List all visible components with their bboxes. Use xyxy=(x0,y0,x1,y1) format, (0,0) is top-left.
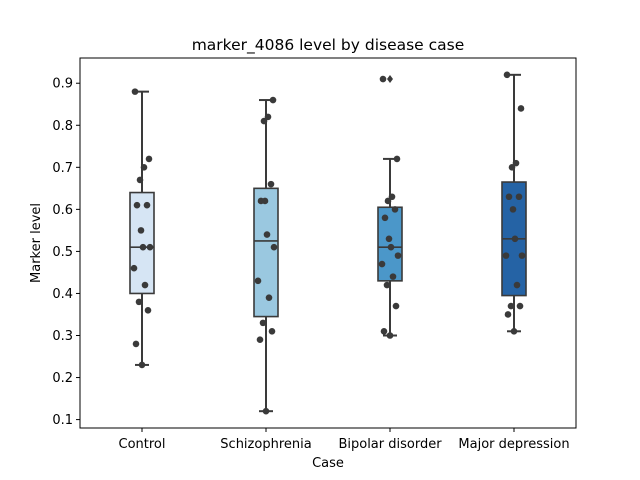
data-point xyxy=(391,206,399,213)
data-point xyxy=(516,302,524,310)
data-point xyxy=(504,311,512,318)
data-point xyxy=(378,260,386,268)
data-point xyxy=(383,281,391,289)
data-point xyxy=(139,243,147,251)
y-axis-label: Marker level xyxy=(29,203,44,283)
data-point xyxy=(263,231,271,238)
box xyxy=(253,187,279,318)
data-point xyxy=(267,180,275,188)
data-point xyxy=(393,155,401,163)
boxes-layer xyxy=(129,73,527,413)
data-point xyxy=(145,155,153,163)
y-tick-label: 0.3 xyxy=(52,329,73,344)
data-point xyxy=(133,201,141,209)
y-tick-label: 0.9 xyxy=(52,77,73,92)
data-point xyxy=(141,281,149,289)
x-axis: Control Schizophrenia Bipolar disorder Majo… xyxy=(119,428,570,452)
data-point xyxy=(387,243,395,251)
y-axis: 0.1 0.2 0.3 0.4 0.5 0.6 0.7 0.8 0.9 xyxy=(52,77,80,428)
data-point xyxy=(384,197,392,205)
data-point xyxy=(507,302,515,310)
data-point xyxy=(254,277,262,285)
data-point xyxy=(386,332,394,339)
data-point xyxy=(509,206,517,213)
data-point xyxy=(146,243,154,251)
data-point xyxy=(144,306,152,314)
x-tick-label: Control xyxy=(119,437,166,452)
box-group xyxy=(501,73,527,333)
data-point xyxy=(503,71,511,79)
data-point xyxy=(256,336,264,344)
y-tick-label: 0.8 xyxy=(52,119,73,134)
data-point xyxy=(505,193,513,201)
data-point xyxy=(510,327,518,335)
box-group xyxy=(377,75,403,337)
y-tick-label: 0.6 xyxy=(52,203,73,218)
data-point xyxy=(268,327,276,335)
data-point xyxy=(269,96,277,104)
box xyxy=(129,191,155,295)
data-point xyxy=(130,264,138,272)
data-point xyxy=(379,75,387,83)
data-point xyxy=(518,252,526,259)
data-point xyxy=(389,273,397,280)
outlier-marker xyxy=(387,75,393,84)
data-point xyxy=(394,252,402,259)
plot-frame xyxy=(79,57,577,429)
points-layer xyxy=(130,71,526,415)
data-point xyxy=(136,176,144,184)
data-point xyxy=(257,197,265,205)
data-point xyxy=(511,235,519,243)
y-tick-label: 0.7 xyxy=(52,161,73,176)
data-point xyxy=(502,252,510,259)
data-point xyxy=(265,294,273,301)
y-tick-label: 0.2 xyxy=(52,371,73,386)
x-tick-label: Bipolar disorder xyxy=(338,437,442,452)
y-tick-label: 0.1 xyxy=(52,413,73,428)
data-point xyxy=(264,113,272,121)
data-point xyxy=(132,340,140,348)
data-point xyxy=(517,105,525,112)
data-point xyxy=(513,281,521,289)
chart-title: marker_4086 level by disease case xyxy=(192,36,465,55)
data-point xyxy=(512,159,520,167)
box xyxy=(377,206,403,282)
data-point xyxy=(515,193,523,201)
data-point xyxy=(131,88,139,95)
data-point xyxy=(381,214,389,222)
data-point xyxy=(138,361,146,369)
data-point xyxy=(385,235,393,243)
data-point xyxy=(143,201,151,209)
data-point xyxy=(388,193,396,201)
y-tick-label: 0.4 xyxy=(52,287,73,302)
data-point xyxy=(508,164,516,171)
data-point xyxy=(392,302,400,310)
data-point xyxy=(260,117,268,125)
x-tick-label: Major depression xyxy=(458,437,569,452)
data-point xyxy=(380,327,388,335)
data-point xyxy=(140,164,148,171)
x-axis-label: Case xyxy=(312,456,344,471)
x-tick-label: Schizophrenia xyxy=(220,437,311,452)
data-point xyxy=(262,407,270,415)
data-point xyxy=(137,227,145,234)
data-point xyxy=(259,319,267,327)
data-point xyxy=(135,298,143,306)
box-group xyxy=(129,90,155,366)
y-tick-label: 0.5 xyxy=(52,245,73,260)
data-point xyxy=(270,243,278,251)
box-group xyxy=(253,99,279,413)
